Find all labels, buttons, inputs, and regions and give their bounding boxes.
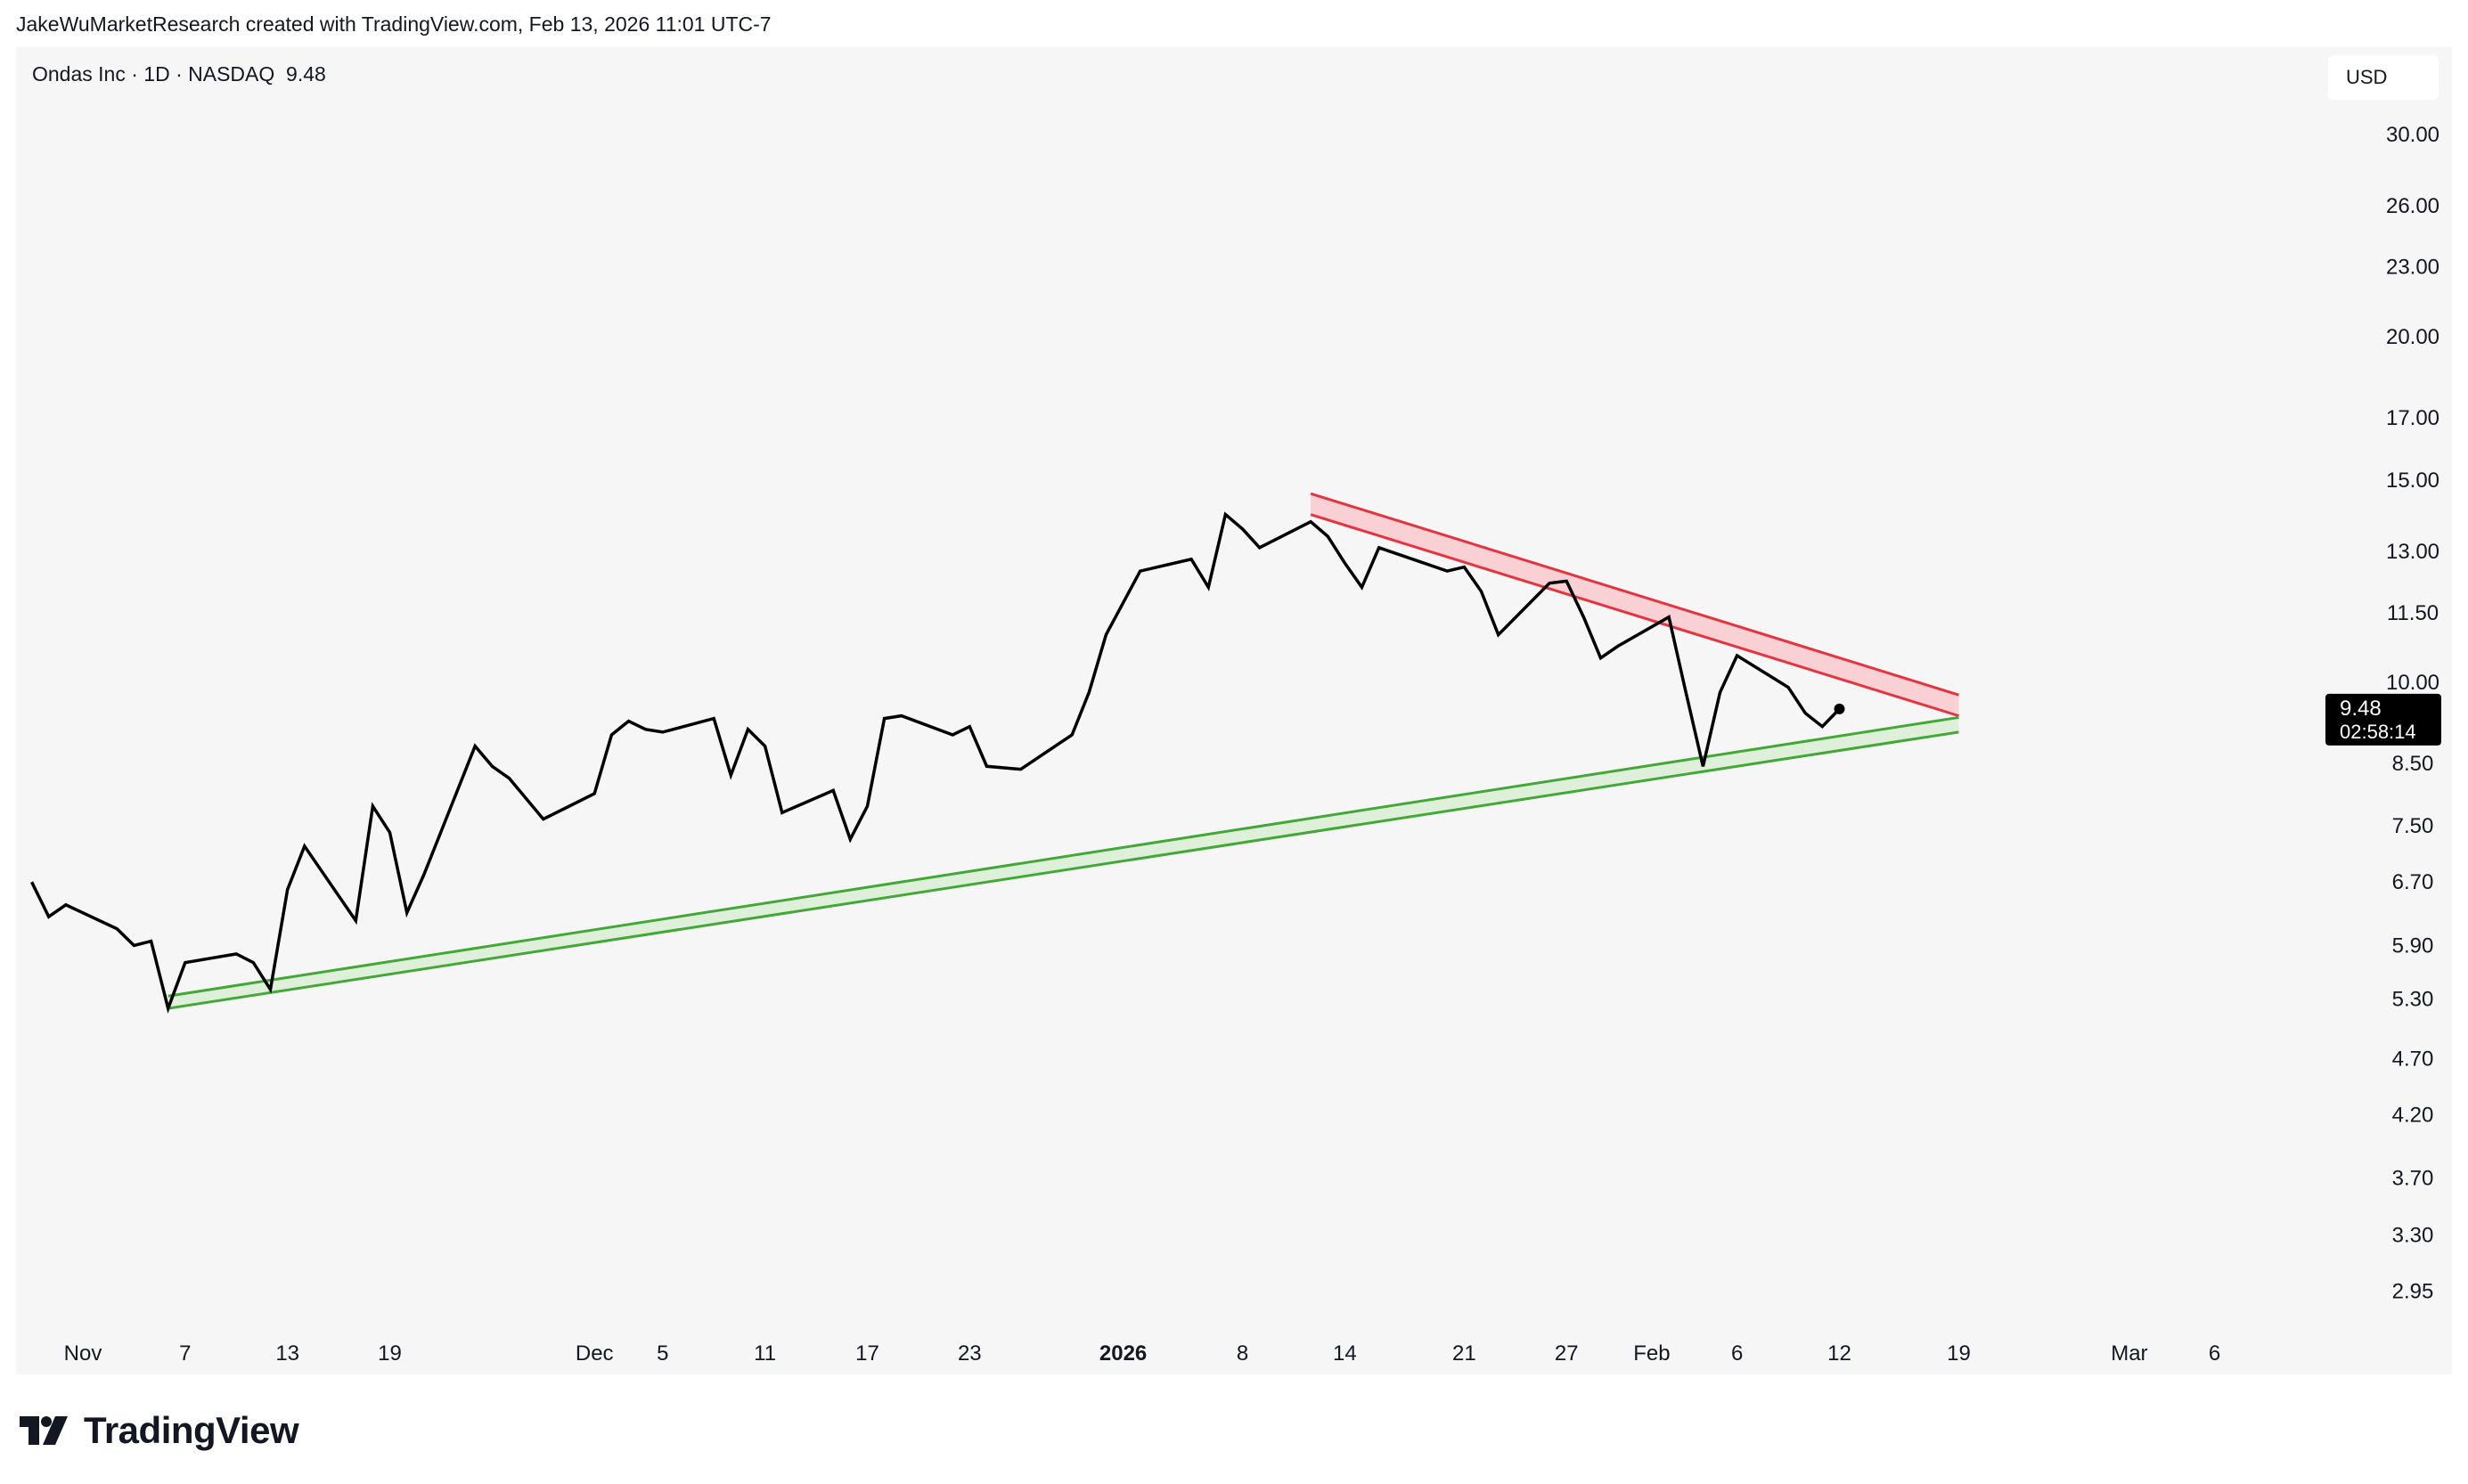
y-tick-label: 26.00 <box>2386 194 2439 218</box>
y-tick-label: 17.00 <box>2386 406 2439 430</box>
x-tick-label: 11 <box>754 1341 776 1366</box>
support-trendline-lower[interactable] <box>168 730 1959 1010</box>
resistance-trendline-fill <box>1311 493 1959 716</box>
x-tick-label: 12 <box>1827 1341 1851 1366</box>
y-tick-label: 13.00 <box>2386 540 2439 564</box>
x-tick-label: 17 <box>855 1341 879 1366</box>
y-tick-label: 4.70 <box>2392 1048 2434 1072</box>
x-tick-label: Mar <box>2111 1341 2147 1366</box>
support-trendline-upper[interactable] <box>168 715 1959 998</box>
tradingview-logo-icon <box>20 1416 68 1445</box>
resistance-trendline-upper[interactable] <box>1310 492 1959 697</box>
resistance-trendline-lower[interactable] <box>1310 513 1959 718</box>
y-tick-label: 3.30 <box>2392 1224 2434 1248</box>
x-tick-label: 5 <box>657 1341 668 1366</box>
price-line[interactable] <box>30 511 1841 1014</box>
x-tick-label: 23 <box>958 1341 982 1366</box>
y-tick-label: 2.95 <box>2392 1279 2434 1303</box>
y-tick-label: 30.00 <box>2386 123 2439 147</box>
x-tick-label: 27 <box>1555 1341 1579 1366</box>
chart-credit-text: JakeWuMarketResearch created with Tradin… <box>16 12 772 36</box>
last-price-dot <box>1834 703 1845 714</box>
y-tick-label: 15.00 <box>2386 469 2439 493</box>
y-tick-label: 6.70 <box>2392 870 2434 894</box>
y-tick-label: 5.30 <box>2392 987 2434 1011</box>
y-tick-label: 20.00 <box>2386 325 2439 349</box>
price-chart[interactable]: 30.00 26.00 23.00 20.00 17.00 15.00 13.00 11.50… <box>16 47 2452 1374</box>
last-price-value: 9.48 <box>2340 697 2382 721</box>
price-axis[interactable]: 30.00 26.00 23.00 20.00 17.00 15.00 13.00 11.50… <box>2386 123 2439 1303</box>
currency-button[interactable]: USD <box>2328 55 2439 100</box>
x-tick-label: 6 <box>2209 1341 2220 1366</box>
x-tick-label: Dec <box>576 1341 614 1366</box>
y-tick-label: 10.00 <box>2386 671 2439 695</box>
y-tick-label: 4.20 <box>2392 1104 2434 1128</box>
y-tick-label: 3.70 <box>2392 1167 2434 1191</box>
x-tick-label: Nov <box>64 1341 102 1366</box>
x-tick-label: 14 <box>1333 1341 1357 1366</box>
x-tick-label: 13 <box>275 1341 299 1366</box>
x-tick-label: 7 <box>179 1341 191 1366</box>
x-tick-label: 6 <box>1731 1341 1743 1366</box>
y-tick-label: 23.00 <box>2386 256 2439 280</box>
tradingview-logo[interactable]: TradingView <box>20 1409 299 1452</box>
support-trendline-fill <box>168 717 1959 1009</box>
x-tick-label: 19 <box>1947 1341 1971 1366</box>
x-tick-label: 8 <box>1237 1341 1248 1366</box>
countdown-timer: 02:58:14 <box>2340 721 2416 743</box>
trendlines-layer <box>168 492 1959 1010</box>
x-tick-label: Feb <box>1633 1341 1670 1366</box>
x-tick-label: 2026 <box>1099 1341 1147 1366</box>
x-tick-label: 19 <box>378 1341 402 1366</box>
chart-pane[interactable]: 30.00 26.00 23.00 20.00 17.00 15.00 13.00 11.50… <box>16 47 2452 1374</box>
time-axis[interactable]: Nov 7 13 19 Dec 5 11 17 23 2026 8 14 21 27 Feb 6 12 19 Mar… <box>64 1341 2221 1366</box>
y-tick-label: 5.90 <box>2392 934 2434 958</box>
y-tick-label: 8.50 <box>2392 752 2434 776</box>
price-series-layer <box>30 511 1845 1014</box>
symbol-legend[interactable]: Ondas Inc · 1D · NASDAQ 9.48 <box>32 62 326 86</box>
brand-wordmark: TradingView <box>84 1409 299 1451</box>
y-tick-label: 7.50 <box>2392 814 2434 838</box>
x-tick-label: 21 <box>1452 1341 1476 1366</box>
y-tick-label: 11.50 <box>2387 601 2439 625</box>
last-price-badge[interactable] <box>2325 693 2441 746</box>
